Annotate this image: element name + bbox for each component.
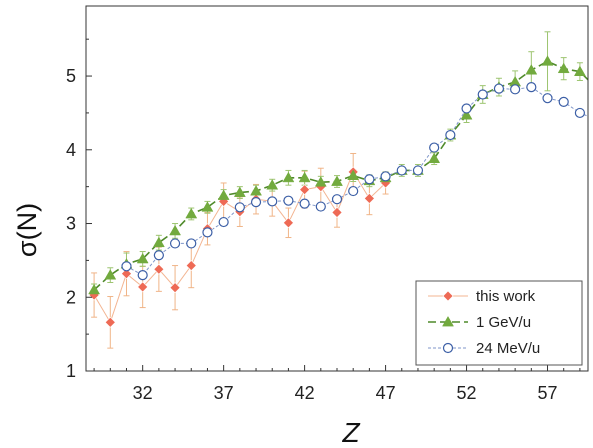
- data-point: [136, 252, 149, 264]
- data-point: [267, 196, 278, 207]
- y-tick-label: 2: [66, 287, 76, 307]
- data-point: [282, 217, 294, 229]
- data-point: [169, 224, 181, 236]
- data-point: [202, 227, 213, 238]
- data-point: [574, 107, 586, 119]
- data-point: [525, 64, 538, 75]
- x-tick-label: 42: [295, 383, 315, 403]
- data-point: [510, 84, 521, 95]
- data-point: [153, 263, 165, 275]
- y-tick-label: 1: [66, 361, 76, 381]
- y-tick-label: 4: [66, 140, 76, 160]
- data-point: [396, 165, 407, 176]
- y-tick-label: 3: [66, 214, 76, 234]
- data-point: [137, 270, 148, 281]
- x-tick-label: 32: [133, 383, 153, 403]
- x-tick-label: 52: [457, 383, 477, 403]
- data-point: [331, 175, 343, 186]
- data-point: [347, 169, 360, 180]
- legend-label: 1 GeV/u: [476, 314, 531, 331]
- legend-marker: [442, 290, 454, 302]
- data-point: [428, 152, 441, 164]
- data-point: [104, 269, 117, 280]
- data-point: [331, 194, 343, 205]
- data-point: [364, 174, 375, 185]
- data-point: [233, 186, 246, 197]
- data-point: [315, 201, 326, 212]
- x-tick-label: 57: [538, 383, 558, 403]
- data-point: [460, 109, 473, 120]
- data-point: [121, 261, 132, 272]
- data-point: [412, 165, 424, 176]
- data-point: [186, 238, 197, 249]
- x-tick-label: 37: [214, 383, 234, 403]
- data-point: [526, 82, 537, 93]
- data-point: [542, 93, 553, 104]
- plot-area: [88, 31, 588, 349]
- data-point: [88, 283, 101, 295]
- data-point: [380, 171, 391, 182]
- data-point: [152, 236, 165, 248]
- data-point: [169, 282, 181, 294]
- data-point: [266, 179, 279, 190]
- legend-label: this work: [476, 288, 536, 305]
- data-point: [429, 142, 440, 153]
- data-point: [299, 184, 311, 196]
- data-point: [558, 96, 569, 107]
- data-point: [104, 316, 116, 328]
- legend-marker: [442, 315, 454, 327]
- data-point: [282, 171, 295, 183]
- data-point: [461, 103, 472, 114]
- data-point: [299, 198, 310, 209]
- legend-marker: [442, 342, 454, 354]
- x-tick-label: 47: [376, 383, 396, 403]
- data-point: [201, 201, 214, 212]
- data-point: [477, 89, 488, 100]
- data-point: [250, 185, 262, 196]
- data-point: [283, 195, 294, 206]
- data-point: [121, 268, 132, 280]
- x-axis-title: Z: [341, 417, 360, 448]
- data-point: [250, 197, 262, 208]
- data-point: [445, 129, 456, 141]
- data-point: [541, 55, 554, 66]
- data-point: [185, 260, 197, 271]
- y-tick-label: 5: [66, 66, 76, 86]
- data-point: [573, 65, 586, 77]
- data-point: [185, 207, 198, 219]
- data-point: [169, 238, 181, 249]
- y-axis-title: σ(N): [12, 203, 42, 257]
- data-point: [217, 189, 230, 200]
- data-point: [363, 193, 375, 204]
- axes: 32 37 42 47 52 57 1 2 3 4 5: [66, 38, 581, 403]
- data-point: [331, 207, 343, 218]
- data-point: [218, 216, 229, 228]
- data-point: [298, 171, 311, 183]
- data-point: [137, 281, 149, 293]
- data-point: [557, 62, 570, 74]
- data-point: [234, 202, 245, 213]
- data-point: [153, 250, 164, 261]
- data-point: [348, 185, 359, 197]
- data-point: [493, 83, 505, 94]
- data-point: [314, 176, 327, 187]
- legend: this work 1 GeV/u 24 MeV/u: [415, 280, 583, 366]
- legend-label: 24 MeV/u: [476, 340, 540, 357]
